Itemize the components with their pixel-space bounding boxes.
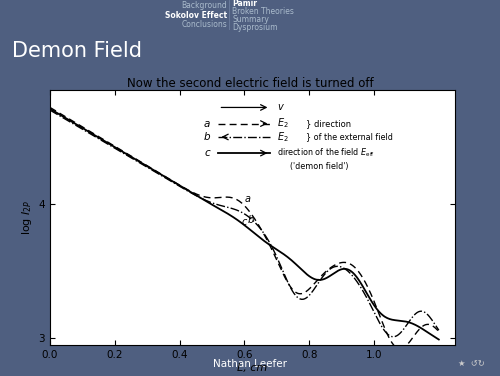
Text: c: c	[204, 148, 210, 158]
Text: c: c	[242, 217, 247, 227]
Text: Conclusions: Conclusions	[182, 20, 228, 29]
Text: } direction: } direction	[306, 119, 351, 128]
Text: $E_2$: $E_2$	[277, 117, 288, 130]
Text: $v$: $v$	[277, 102, 284, 112]
Text: direction of the field $E_{\rm eff}$: direction of the field $E_{\rm eff}$	[277, 147, 375, 159]
X-axis label: L, cm: L, cm	[238, 362, 268, 373]
Text: a: a	[204, 118, 210, 129]
Text: Broken Theories: Broken Theories	[232, 7, 294, 16]
Text: ('demon field'): ('demon field')	[290, 162, 348, 171]
Text: a: a	[244, 194, 250, 204]
Text: ★  ↺↻: ★ ↺↻	[458, 359, 485, 368]
Text: $E_2$: $E_2$	[277, 130, 288, 144]
Text: Demon Field: Demon Field	[12, 41, 142, 61]
Y-axis label: $\log\,I_{2P}$: $\log\,I_{2P}$	[20, 200, 34, 235]
Text: b: b	[204, 132, 210, 142]
Text: Now the second electric field is turned off: Now the second electric field is turned …	[126, 77, 374, 89]
Text: b: b	[248, 215, 254, 225]
Text: Pamir: Pamir	[232, 0, 258, 8]
Text: Sokolov Effect: Sokolov Effect	[166, 11, 228, 20]
Text: Summary: Summary	[232, 15, 270, 24]
Text: } of the external field: } of the external field	[306, 132, 393, 141]
Text: Background: Background	[182, 1, 228, 10]
Text: Dysprosium: Dysprosium	[232, 23, 278, 32]
Text: Nathan Leefer: Nathan Leefer	[213, 359, 287, 369]
